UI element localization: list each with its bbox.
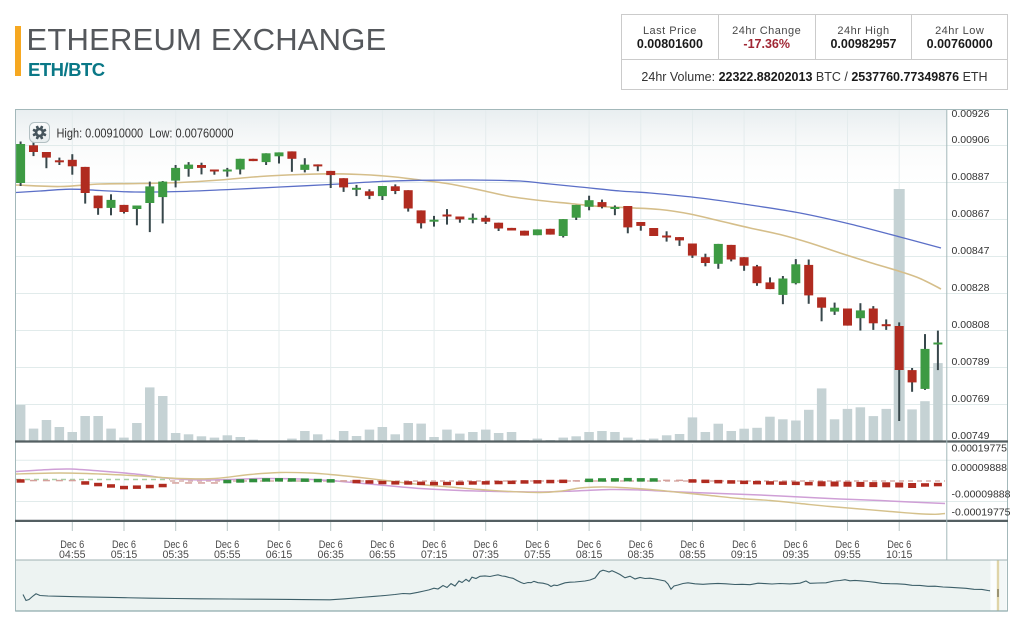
svg-text:09:35: 09:35 xyxy=(783,549,810,561)
svg-text:07:55: 07:55 xyxy=(524,549,551,561)
svg-text:09:15: 09:15 xyxy=(731,549,758,561)
svg-text:0.00019775: 0.00019775 xyxy=(952,443,1008,455)
svg-text:-0.00009888: -0.00009888 xyxy=(952,489,1011,501)
svg-text:0.00906: 0.00906 xyxy=(952,134,990,146)
svg-text:Dec 6: Dec 6 xyxy=(319,539,343,551)
svg-text:Dec 6: Dec 6 xyxy=(267,539,291,551)
svg-text:05:15: 05:15 xyxy=(111,549,138,561)
svg-text:0.00847: 0.00847 xyxy=(952,245,990,257)
svg-text:Dec 6: Dec 6 xyxy=(836,539,860,551)
svg-text:Dec 6: Dec 6 xyxy=(732,539,756,551)
svg-text:08:55: 08:55 xyxy=(679,549,706,561)
svg-text:0.00867: 0.00867 xyxy=(952,208,990,220)
svg-text:0.00887: 0.00887 xyxy=(952,171,990,183)
svg-text:07:15: 07:15 xyxy=(421,549,448,561)
svg-text:Dec 6: Dec 6 xyxy=(422,539,446,551)
svg-text:Dec 6: Dec 6 xyxy=(370,539,394,551)
svg-text:Dec 6: Dec 6 xyxy=(681,539,705,551)
svg-text:Dec 6: Dec 6 xyxy=(887,539,911,551)
svg-text:0.00009888: 0.00009888 xyxy=(952,462,1008,474)
svg-text:06:15: 06:15 xyxy=(266,549,293,561)
svg-text:Dec 6: Dec 6 xyxy=(60,539,84,551)
svg-text:Dec 6: Dec 6 xyxy=(629,539,653,551)
svg-text:Dec 6: Dec 6 xyxy=(784,539,808,551)
svg-text:0.00808: 0.00808 xyxy=(952,319,990,331)
svg-text:0.00789: 0.00789 xyxy=(952,356,990,368)
svg-text:-0.00019775: -0.00019775 xyxy=(952,507,1011,519)
svg-text:0.00769: 0.00769 xyxy=(952,393,990,405)
svg-text:06:55: 06:55 xyxy=(369,549,396,561)
svg-text:10:15: 10:15 xyxy=(886,549,913,561)
svg-text:High: 0.00910000 Low: 0.00760: High: 0.00910000 Low: 0.00760000 xyxy=(57,125,234,140)
svg-text:09:55: 09:55 xyxy=(834,549,861,561)
svg-text:Dec 6: Dec 6 xyxy=(112,539,136,551)
svg-text:Dec 6: Dec 6 xyxy=(577,539,601,551)
svg-text:04:55: 04:55 xyxy=(59,549,86,561)
svg-text:0.00828: 0.00828 xyxy=(952,282,990,294)
svg-text:Dec 6: Dec 6 xyxy=(474,539,498,551)
svg-text:Dec 6: Dec 6 xyxy=(525,539,549,551)
svg-text:08:35: 08:35 xyxy=(628,549,655,561)
svg-text:05:55: 05:55 xyxy=(214,549,241,561)
svg-text:08:15: 08:15 xyxy=(576,549,603,561)
svg-text:Dec 6: Dec 6 xyxy=(215,539,239,551)
svg-text:0.00749: 0.00749 xyxy=(952,430,990,442)
svg-text:Dec 6: Dec 6 xyxy=(164,539,188,551)
svg-text:05:35: 05:35 xyxy=(162,549,189,561)
svg-text:06:35: 06:35 xyxy=(317,549,344,561)
svg-text:0.00926: 0.00926 xyxy=(952,108,990,120)
svg-text:07:35: 07:35 xyxy=(472,549,499,561)
